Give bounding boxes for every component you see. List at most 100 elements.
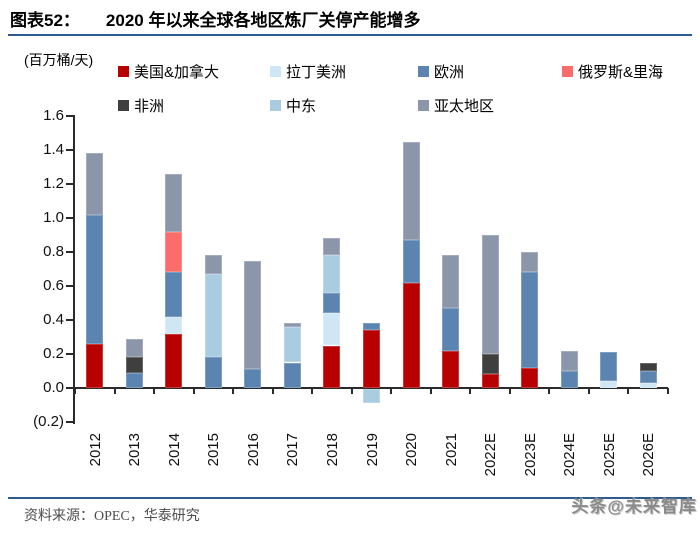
legend: 美国&加拿大 拉丁美洲 欧洲 俄罗斯&里海非洲 中东 亚太地区: [118, 61, 663, 116]
bar-segment-2023E-2: [521, 272, 539, 368]
bar-segment-2015-6: [204, 255, 222, 275]
legend-label: 美国&加拿大: [134, 64, 220, 81]
x-tick-mark: [667, 388, 669, 394]
figure-title: 2020 年以来全球各地区炼厂关停产能增多: [105, 11, 421, 30]
bar-segment-2013-4: [125, 357, 143, 373]
x-tick-label-text: 2016: [244, 433, 262, 467]
x-tick-mark: [350, 388, 353, 394]
y-tick-mark: [66, 421, 73, 423]
y-tick-label: 1.4: [43, 141, 64, 158]
x-tick-label: 2014: [166, 433, 199, 466]
x-tick-label: 2015: [205, 433, 238, 466]
legend-swatch-icon: [118, 66, 129, 77]
bar-segment-2017-6: [283, 323, 301, 327]
x-tick-mark: [311, 388, 314, 394]
x-tick-label: 2016: [245, 433, 278, 466]
footer-divider: [8, 497, 692, 499]
bar-segment-2014-3: [165, 231, 183, 273]
legend-label: 欧洲: [434, 64, 465, 81]
x-tick-label-text: 2019: [363, 433, 381, 467]
legend-item-2: 欧洲: [418, 61, 562, 82]
x-tick-label: 2018: [324, 433, 357, 466]
x-tick-mark: [271, 388, 274, 394]
legend-label: 中东: [286, 98, 317, 115]
bar-segment-2024E-2: [560, 371, 578, 388]
x-tick-label: 2012: [87, 433, 120, 466]
y-tick-label: 1.2: [43, 175, 64, 192]
bar-segment-2018-2: [323, 292, 341, 314]
x-tick-mark: [74, 388, 76, 394]
legend-item-3: 俄罗斯&里海: [562, 61, 663, 82]
y-tick-mark: [66, 251, 73, 253]
x-tick-mark: [113, 388, 116, 394]
y-tick-mark: [66, 149, 73, 151]
bar-segment-2023E-0: [521, 367, 539, 388]
x-tick-label-text: 2021: [442, 433, 460, 467]
legend-label: 亚太地区: [434, 98, 495, 115]
legend-item-4: 非洲: [118, 95, 270, 116]
x-tick-label: 2024E: [561, 433, 604, 476]
bar-segment-2021-2: [442, 308, 460, 351]
y-tick-mark: [66, 387, 73, 389]
x-tick-mark: [548, 388, 551, 394]
x-tick-mark: [153, 388, 156, 394]
bar-segment-2013-6: [125, 338, 143, 358]
bar-segment-2020-2: [402, 240, 420, 283]
x-tick-label: 2013: [126, 433, 159, 466]
bar-segment-2012-2: [86, 214, 104, 344]
figure-header: 图表52： 2020 年以来全球各地区炼厂关停产能增多: [10, 6, 420, 31]
x-tick-mark: [469, 388, 472, 394]
y-tick-label: (0.2): [33, 413, 64, 430]
x-tick-label: 2025E: [601, 433, 644, 476]
legend-label: 俄罗斯&里海: [578, 64, 664, 81]
y-tick-label: 1.6: [43, 107, 64, 124]
bar-segment-2014-1: [165, 316, 183, 334]
legend-item-6: 亚太地区: [418, 95, 562, 116]
bar-segment-2025E-2: [600, 352, 618, 382]
x-tick-label-text: 2020: [403, 433, 421, 467]
bar-segment-2026E-1: [639, 382, 657, 388]
bar-segment-2015-2: [204, 357, 222, 388]
x-tick-label-text: 2024E: [561, 433, 579, 477]
legend-item-1: 拉丁美洲: [270, 61, 418, 82]
bar-segment-2017-2: [283, 362, 301, 388]
legend-swatch-icon: [418, 66, 429, 77]
bar-segment-2017-5: [283, 326, 301, 363]
legend-label: 拉丁美洲: [286, 64, 347, 81]
legend-item-0: 美国&加拿大: [118, 61, 270, 82]
bar-segment-2025E-1: [600, 381, 618, 388]
legend-swatch-icon: [270, 66, 281, 77]
x-tick-label-text: 2014: [165, 433, 183, 467]
x-tick-mark: [429, 388, 432, 394]
legend-label: 非洲: [134, 98, 165, 115]
x-tick-mark: [390, 388, 393, 394]
bar-segment-2022E-4: [481, 354, 499, 375]
x-tick-label: 2020: [403, 433, 436, 466]
bar-segment-2018-1: [323, 313, 341, 346]
x-tick-label: 2023E: [522, 433, 565, 476]
bar-segment-2023E-6: [521, 252, 539, 273]
y-tick-label: 0.8: [43, 243, 64, 260]
bar-segment-2012-0: [86, 343, 104, 388]
y-tick-label: 0.4: [43, 311, 64, 328]
y-tick-mark: [66, 183, 73, 185]
x-tick-label-text: 2015: [205, 433, 223, 467]
y-tick-label: 0.2: [43, 345, 64, 362]
x-tick-mark: [627, 388, 630, 394]
y-tick-label: 0.6: [43, 277, 64, 294]
y-axis-unit-label: (百万桶/天): [24, 52, 94, 68]
y-tick-mark: [66, 217, 73, 219]
bar-segment-2014-6: [165, 173, 183, 232]
y-tick-mark: [66, 285, 73, 287]
bar-segment-2015-5: [204, 274, 222, 358]
title-divider: [8, 34, 692, 36]
bar-segment-2018-0: [323, 345, 341, 388]
y-tick-mark: [66, 353, 73, 355]
x-tick-label-text: 2018: [323, 433, 341, 467]
x-tick-mark: [192, 388, 195, 394]
x-tick-label: 2026E: [640, 433, 683, 476]
bar-segment-2020-6: [402, 141, 420, 241]
y-tick-mark: [66, 115, 73, 117]
